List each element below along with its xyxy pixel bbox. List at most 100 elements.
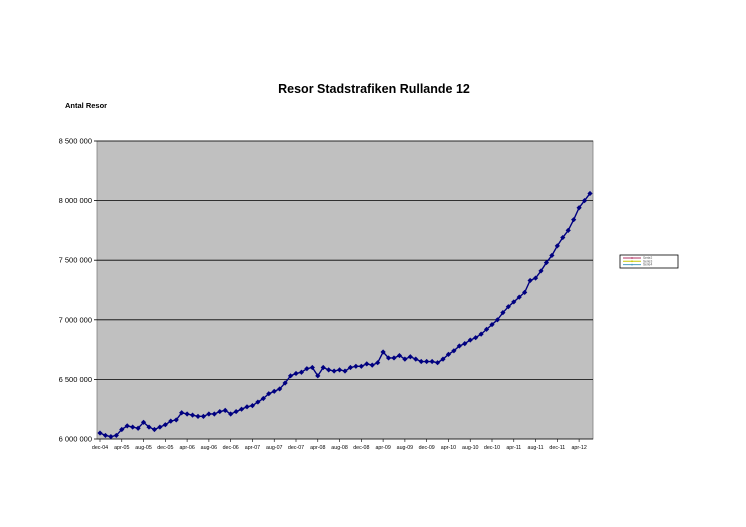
x-tick-label: apr-11 <box>506 445 521 451</box>
data-point <box>336 367 343 373</box>
data-point <box>102 432 109 439</box>
x-tick-label: aug-10 <box>462 445 479 451</box>
x-tick-label: dec-04 <box>92 445 108 451</box>
data-point <box>271 388 277 394</box>
data-point <box>473 335 479 341</box>
legend-marker <box>631 260 633 263</box>
gridlines <box>97 140 593 440</box>
y-tick-label: 8 000 000 <box>59 196 92 205</box>
data-point <box>440 356 446 362</box>
x-tick-label: aug-06 <box>201 445 218 451</box>
data-point <box>358 363 364 369</box>
data-point <box>494 317 501 323</box>
data-point <box>587 190 593 197</box>
data-point <box>402 356 408 362</box>
data-point <box>238 406 245 412</box>
data-point <box>282 380 288 386</box>
x-tick-label: apr-07 <box>245 445 260 451</box>
data-point <box>135 425 141 431</box>
data-point <box>309 364 315 371</box>
data-point <box>581 198 588 204</box>
data-point <box>113 432 119 439</box>
legend-marker <box>631 257 633 259</box>
data-point <box>511 299 517 305</box>
data-point <box>304 366 310 372</box>
data-point <box>211 411 217 417</box>
x-tick-label: dec-07 <box>288 445 304 451</box>
y-tick-label: 7 500 000 <box>59 256 92 265</box>
x-tick-label: apr-12 <box>571 445 586 451</box>
data-point <box>331 368 337 374</box>
legend-marker <box>631 263 633 266</box>
data-point <box>385 355 392 361</box>
data-point <box>228 411 234 417</box>
data-point <box>124 423 130 429</box>
data-point <box>505 304 511 310</box>
data-point <box>217 408 223 415</box>
data-point <box>326 367 332 373</box>
data-point <box>168 418 174 424</box>
data-point <box>576 205 582 211</box>
x-tick-label: apr-06 <box>179 445 194 451</box>
data-point <box>119 426 125 433</box>
data-point <box>538 268 544 274</box>
data-point <box>353 363 359 369</box>
data-point <box>184 411 190 417</box>
x-tick-label: aug-09 <box>397 445 414 451</box>
data-point <box>189 412 196 418</box>
data-point <box>413 356 419 362</box>
x-tick-label: dec-09 <box>419 445 435 451</box>
data-point <box>456 343 462 349</box>
data-point <box>97 430 103 436</box>
x-tick-label: aug-05 <box>135 445 152 451</box>
data-point <box>375 360 381 366</box>
data-point <box>151 426 158 433</box>
x-tick-label: dec-06 <box>223 445 239 451</box>
data-point <box>489 321 495 328</box>
data-point <box>260 395 266 402</box>
data-point <box>424 358 430 365</box>
data-point <box>516 294 522 300</box>
data-point <box>500 310 506 316</box>
x-tick-label: dec-11 <box>549 445 565 451</box>
y-tick-label: 6 500 000 <box>59 375 92 384</box>
data-point <box>407 354 413 360</box>
data-point <box>287 373 294 379</box>
x-tick-label: dec-08 <box>353 445 369 451</box>
data-point <box>396 352 403 359</box>
data-point <box>467 337 473 343</box>
data-point <box>549 252 555 259</box>
chart-title: Resor Stadstrafiken Rullande 12 <box>278 82 470 96</box>
data-point <box>249 403 256 409</box>
data-point <box>347 364 354 371</box>
x-tick-label: aug-11 <box>528 445 544 451</box>
data-point <box>462 341 468 347</box>
x-tick-label: apr-05 <box>114 445 129 451</box>
y-tick-label: 6 000 000 <box>59 435 92 444</box>
data-point <box>532 275 539 281</box>
data-point <box>244 404 250 410</box>
plot-area <box>96 140 594 440</box>
data-point <box>162 422 168 428</box>
data-point <box>571 217 577 223</box>
data-point <box>315 373 321 379</box>
data-point <box>108 434 114 440</box>
x-tick-label: aug-08 <box>331 445 348 451</box>
y-tick-label: 7 000 000 <box>59 315 92 324</box>
y-tick-label: 8 500 000 <box>59 137 92 146</box>
data-point <box>298 369 305 375</box>
legend-label: Serie2 <box>643 256 652 260</box>
x-axis-ticks: dec-04 apr-05 aug-05 dec-05 apr-06 aug-06 dec-… <box>92 439 587 451</box>
data-point <box>179 410 185 416</box>
data-point <box>364 361 370 367</box>
x-tick-label: dec-10 <box>484 445 500 451</box>
x-tick-label: aug-07 <box>266 445 283 451</box>
data-point <box>222 407 228 413</box>
x-tick-label: dec-05 <box>157 445 173 451</box>
data-point <box>434 360 441 366</box>
data-point <box>157 424 163 430</box>
x-tick-label: apr-09 <box>375 445 390 451</box>
data-point <box>206 411 212 417</box>
